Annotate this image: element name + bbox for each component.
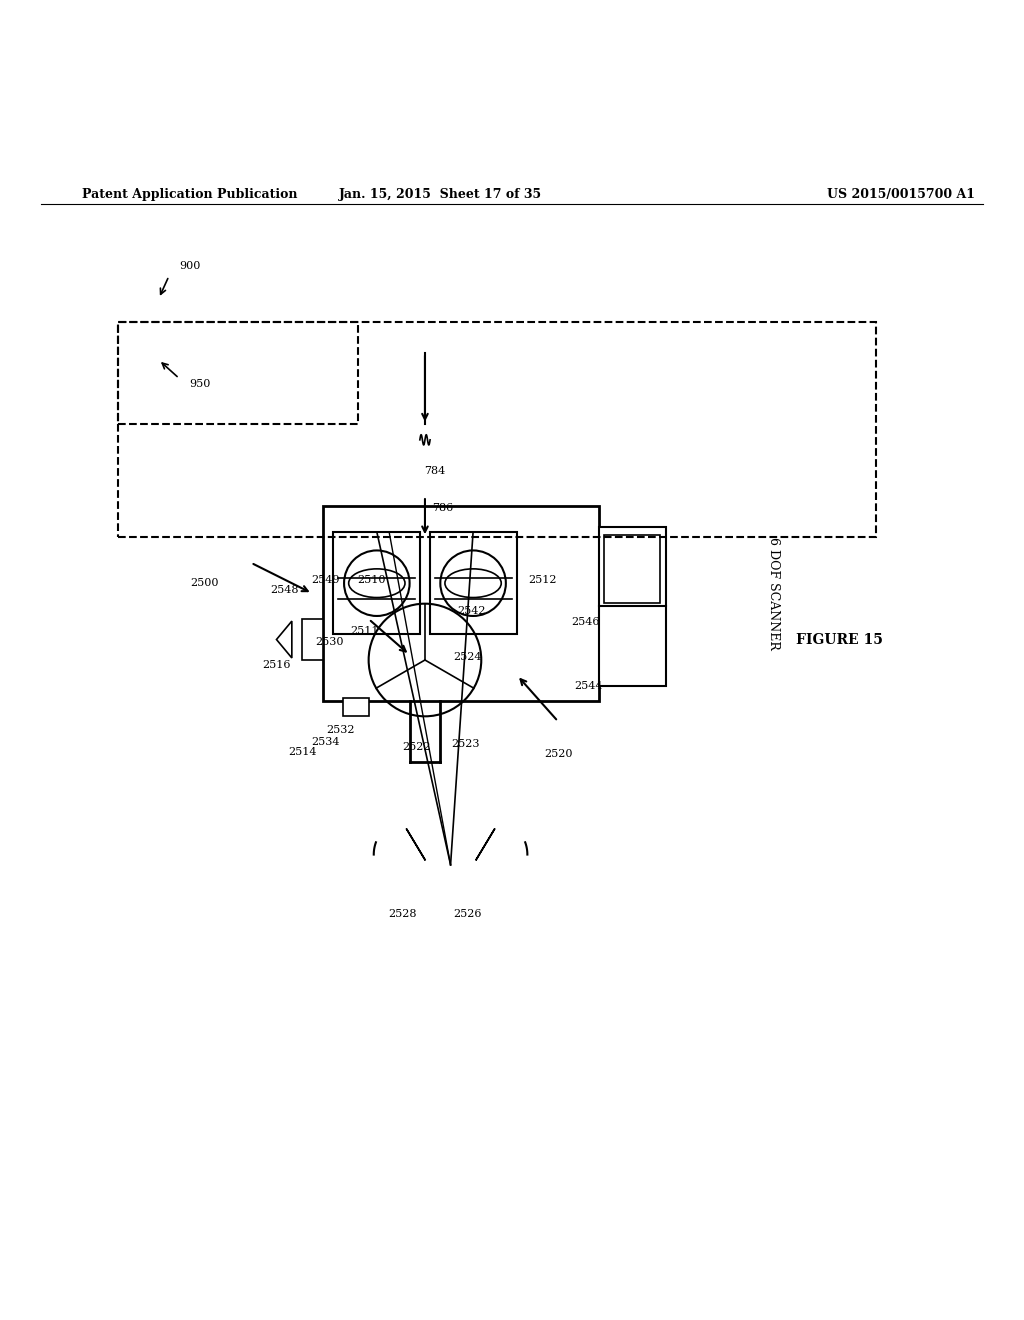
Text: 2530: 2530: [315, 636, 344, 647]
Text: 2514: 2514: [288, 747, 316, 758]
Text: 2528: 2528: [388, 909, 417, 919]
Text: 2532: 2532: [327, 725, 355, 735]
Text: 2534: 2534: [311, 737, 340, 747]
Bar: [323, 507, 599, 701]
Text: 2544: 2544: [574, 681, 603, 690]
Bar: [430, 532, 517, 635]
Bar: [333, 532, 420, 635]
Bar: [118, 322, 876, 537]
Bar: [599, 527, 666, 685]
Bar: [118, 322, 358, 425]
Text: 2549: 2549: [311, 576, 340, 585]
Text: Patent Application Publication: Patent Application Publication: [82, 187, 297, 201]
Text: 2516: 2516: [262, 660, 291, 671]
Text: 2523: 2523: [452, 739, 480, 748]
Text: 2511: 2511: [350, 626, 379, 636]
Text: 900: 900: [179, 261, 200, 271]
Text: 2500: 2500: [190, 578, 219, 589]
Text: 2546: 2546: [571, 618, 600, 627]
Bar: [343, 698, 369, 717]
Text: 2520: 2520: [544, 750, 572, 759]
Text: 2522: 2522: [402, 742, 431, 752]
Text: 2542: 2542: [457, 606, 485, 616]
Text: US 2015/0015700 A1: US 2015/0015700 A1: [827, 187, 975, 201]
Text: Jan. 15, 2015  Sheet 17 of 35: Jan. 15, 2015 Sheet 17 of 35: [339, 187, 542, 201]
Bar: [604, 535, 660, 603]
Text: 2526: 2526: [454, 909, 482, 919]
Text: 786: 786: [432, 503, 453, 513]
Text: 2548: 2548: [270, 585, 299, 595]
Text: 2512: 2512: [528, 576, 557, 585]
Text: 2524: 2524: [454, 652, 482, 661]
Text: 2510: 2510: [357, 576, 386, 585]
Bar: [302, 619, 323, 660]
Text: 950: 950: [189, 379, 210, 388]
Text: FIGURE 15: FIGURE 15: [797, 632, 883, 647]
Text: 6 DOF SCANNER: 6 DOF SCANNER: [767, 537, 779, 649]
Text: 784: 784: [425, 466, 445, 475]
